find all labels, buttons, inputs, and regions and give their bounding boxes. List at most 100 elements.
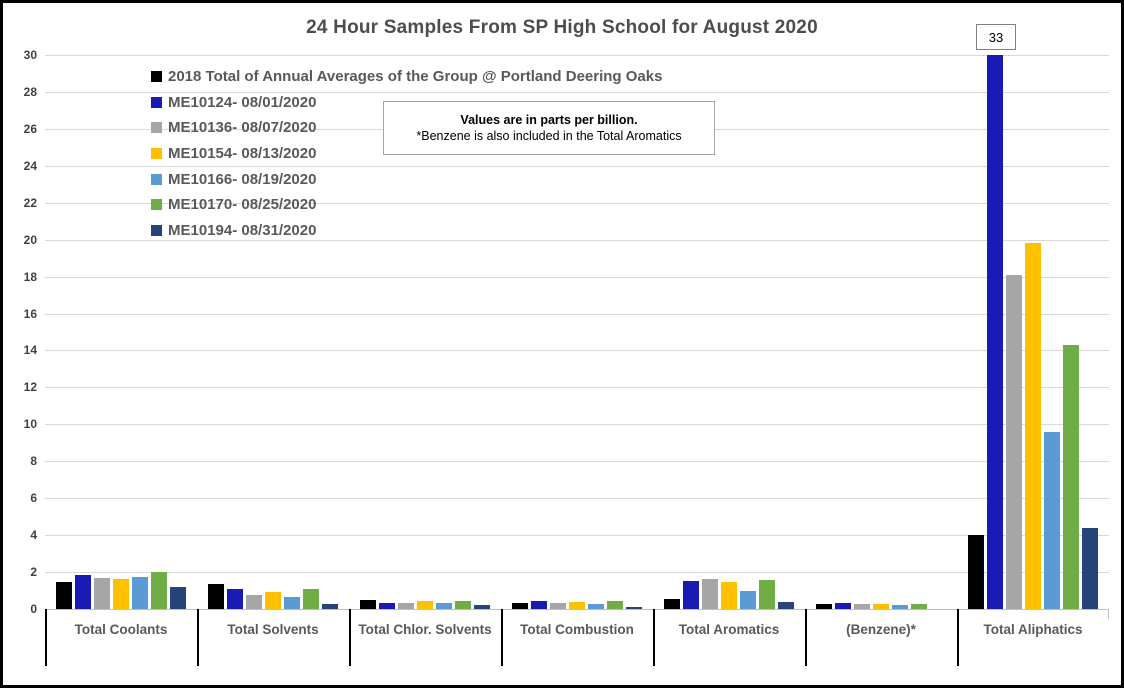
bar (987, 55, 1003, 609)
legend-item: ME10170- 08/25/2020 (151, 192, 662, 218)
bar (455, 600, 471, 609)
legend-item: ME10154- 08/13/2020 (151, 141, 662, 167)
y-axis-tick-label: 14 (23, 343, 37, 358)
bar (284, 597, 300, 609)
bar (151, 572, 167, 609)
y-axis-tick-label: 10 (23, 417, 37, 432)
note-box: Values are in parts per billion. *Benzen… (383, 101, 715, 155)
gridline (45, 91, 1109, 93)
category-label: Total Combustion (520, 622, 634, 637)
axis-edge-tick (1108, 609, 1109, 619)
y-axis-tick-label: 26 (23, 121, 37, 136)
gridline (45, 535, 1109, 537)
gridline (45, 572, 1109, 574)
bar-group (957, 55, 1109, 609)
bar (740, 590, 756, 609)
bar (1044, 431, 1060, 609)
legend-swatch-icon (151, 148, 162, 160)
chart-title: 24 Hour Samples From SP High School for … (306, 17, 818, 38)
bar (854, 604, 870, 609)
bar (246, 595, 262, 609)
legend-item: ME10194- 08/31/2020 (151, 218, 662, 244)
bar (607, 600, 623, 609)
bar (683, 581, 699, 609)
legend-swatch-icon (151, 122, 162, 134)
category-label: Total Chlor. Solvents (358, 622, 492, 637)
y-axis-tick-label: 18 (23, 269, 37, 284)
category-label: Total Aromatics (678, 622, 780, 637)
legend-label: ME10154- 08/13/2020 (168, 145, 317, 163)
legend-item: 2018 Total of Annual Averages of the Gro… (151, 64, 662, 90)
legend-swatch-icon (151, 224, 162, 236)
bar-group (45, 55, 197, 609)
legend-label: ME10194- 08/31/2020 (168, 221, 317, 239)
legend-label: 2018 Total of Annual Averages of the Gro… (168, 68, 663, 86)
bar (322, 604, 338, 609)
bar (569, 601, 585, 609)
legend-label: ME10170- 08/25/2020 (168, 196, 317, 214)
gridline (45, 350, 1109, 352)
gridline (45, 165, 1109, 167)
legend-item: ME10166- 08/19/2020 (151, 166, 662, 192)
bar-group (197, 55, 349, 609)
bar (132, 576, 148, 609)
bar-group (349, 55, 501, 609)
legend-swatch-icon (151, 199, 162, 211)
clipped-bar-value-label: 33 (976, 24, 1016, 50)
legend-item: ME10124- 08/01/2020 (151, 90, 662, 116)
bar (360, 599, 376, 609)
bar (208, 584, 224, 609)
gridline (45, 313, 1109, 315)
bar (626, 607, 642, 609)
bar (303, 588, 319, 609)
gridline (45, 276, 1109, 278)
bar (474, 605, 490, 609)
bar (512, 602, 528, 609)
category-divider (805, 609, 807, 666)
bar (379, 603, 395, 609)
bar (1006, 274, 1022, 609)
y-axis-tick-label: 28 (23, 84, 37, 99)
category-divider (957, 609, 959, 666)
bar (417, 600, 433, 609)
category-label: (Benzene)* (846, 622, 916, 637)
bar (892, 605, 908, 609)
gridline (45, 424, 1109, 426)
gridline (45, 387, 1109, 389)
bar (94, 577, 110, 609)
bar (873, 604, 889, 609)
bar-group (653, 55, 805, 609)
bar (702, 579, 718, 609)
y-axis-tick-label: 0 (30, 602, 37, 616)
legend-item: ME10136- 08/07/2020 (151, 115, 662, 141)
category-divider (45, 609, 47, 666)
legend-swatch-icon (151, 71, 162, 83)
category-divider (653, 609, 655, 666)
y-axis-tick-label: 20 (23, 232, 37, 247)
legend-swatch-icon (151, 173, 162, 185)
bar (227, 588, 243, 609)
legend: 2018 Total of Annual Averages of the Gro… (151, 64, 662, 243)
gridline (45, 461, 1109, 463)
y-axis-tick-label: 30 (23, 48, 37, 62)
bar (75, 574, 91, 609)
bar (56, 582, 72, 609)
note-line-benzene: *Benzene is also included in the Total A… (416, 129, 682, 143)
legend-label: ME10124- 08/01/2020 (168, 93, 317, 111)
bar (265, 592, 281, 609)
category-divider (349, 609, 351, 666)
bar (721, 582, 737, 609)
y-axis-tick-label: 16 (23, 306, 37, 321)
gridline (45, 202, 1109, 204)
legend-label: ME10166- 08/19/2020 (168, 170, 317, 188)
y-axis-tick-label: 22 (23, 195, 37, 210)
y-axis-tick-label: 2 (30, 565, 37, 580)
category-label: Total Solvents (227, 622, 319, 637)
bar (588, 604, 604, 609)
y-axis-tick-label: 8 (30, 454, 37, 469)
bar-group (501, 55, 653, 609)
bar (664, 598, 680, 609)
bar (1063, 344, 1079, 609)
bar (1025, 243, 1041, 609)
